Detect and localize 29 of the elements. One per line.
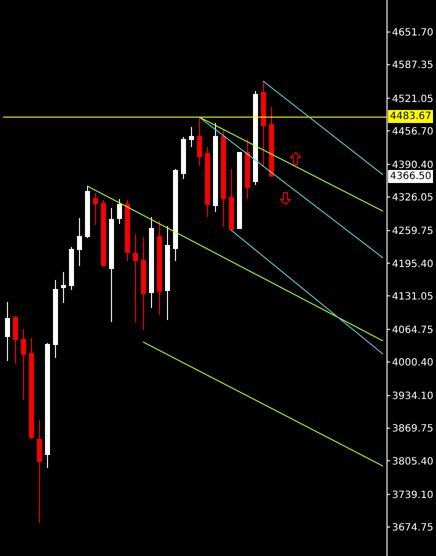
y-tick-label: 3934.10 (392, 391, 434, 402)
candlestick (13, 316, 18, 364)
y-tick-label: 3739.10 (392, 490, 434, 501)
y-tick-label: 4456.70 (392, 126, 434, 138)
y-tick-label: 4259.75 (392, 226, 434, 238)
candlestick (117, 198, 122, 224)
y-tick-label: 4521.05 (392, 94, 434, 105)
y-tick-label: 4000.40 (392, 358, 434, 369)
candlestick (21, 328, 26, 400)
candlestick (189, 126, 194, 148)
ref-line-label: 4483.67 (388, 110, 434, 124)
y-tick-label: 4651.70 (392, 28, 434, 39)
candlestick (77, 217, 82, 266)
y-tick-label: 4587.35 (392, 60, 434, 72)
text: 4366.50 (388, 170, 434, 183)
candlestick (61, 271, 66, 304)
y-tick-label: 4195.40 (392, 258, 434, 270)
y-tick-label: 4390.40 (392, 160, 434, 171)
candlestick (133, 233, 138, 322)
y-tick-label: 3869.75 (392, 424, 434, 435)
y-tick-label: 4064.75 (392, 324, 434, 336)
candlestick (5, 301, 10, 362)
candlestick (197, 116, 202, 166)
y-tick-label: 3805.40 (392, 456, 434, 468)
y-tick-label: 4326.05 (392, 192, 434, 204)
y-tick-label: 4131.05 (392, 291, 434, 302)
candlestick (93, 192, 98, 226)
y-tick-label: 3674.75 (392, 522, 434, 534)
candlestick (37, 419, 42, 524)
